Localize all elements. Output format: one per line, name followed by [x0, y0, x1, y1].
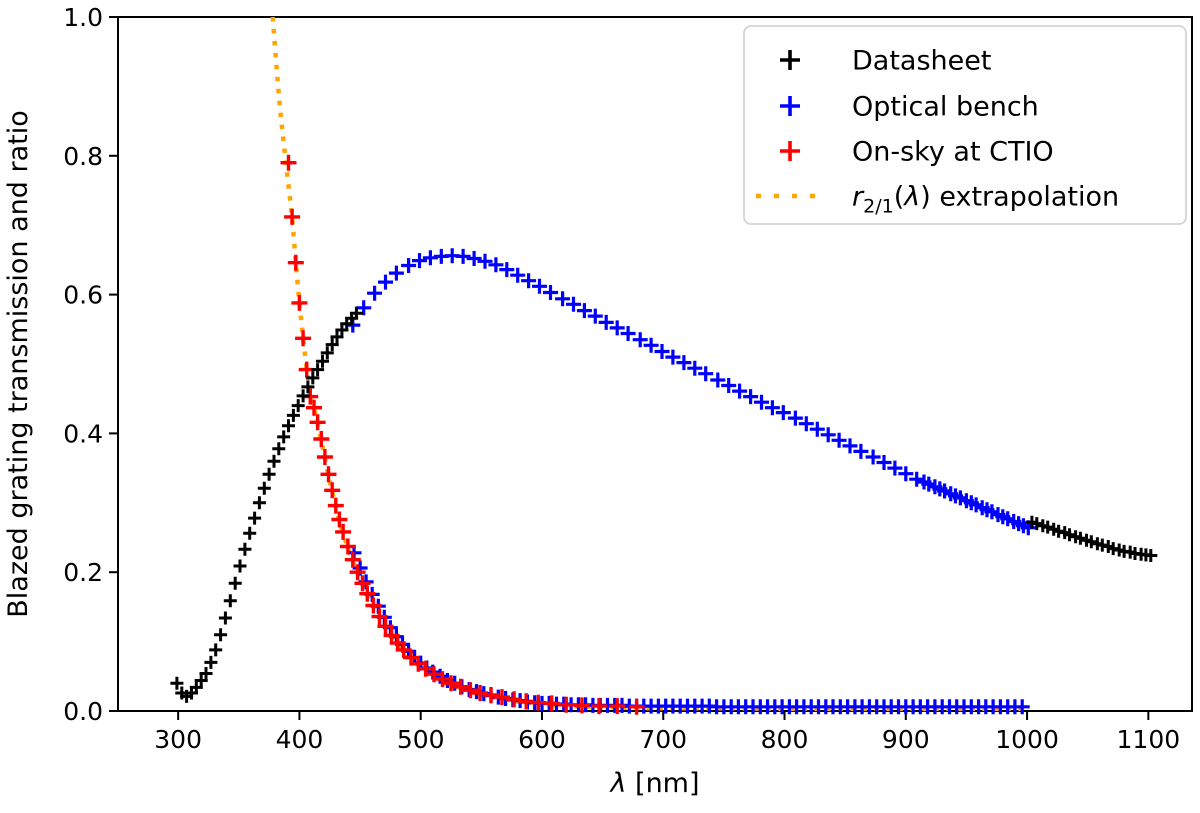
series-on-sky-at-ctio [280, 154, 645, 715]
legend-label: Datasheet [852, 46, 991, 77]
legend-box [743, 25, 1187, 225]
y-axis: 0.0 0.2 0.4 0.6 0.8 1.0 [63, 3, 118, 726]
x-tick-label: 800 [761, 725, 809, 754]
legend-label: On-sky at CTIO [852, 137, 1054, 168]
x-tick-label: 500 [397, 725, 445, 754]
x-tick-label: 1100 [1117, 725, 1181, 754]
legend-label: Optical bench [852, 92, 1039, 123]
plus-markers [280, 154, 645, 715]
legend-plus-marker-icon [780, 96, 800, 116]
y-tick-label: 0.4 [63, 419, 103, 448]
legend-plus-marker-icon [780, 141, 800, 161]
legend-plus-marker-icon [780, 50, 800, 70]
x-tick-label: 900 [882, 725, 930, 754]
plus-markers [170, 306, 1158, 703]
y-tick-label: 0.0 [63, 697, 103, 726]
x-tick-label: 600 [518, 725, 566, 754]
y-tick-label: 0.2 [63, 558, 103, 587]
x-tick-label: 700 [639, 725, 687, 754]
legend-label: r2/1(λ) extrapolation [852, 182, 1119, 218]
y-axis-label: Blazed grating transmission and ratio [3, 110, 34, 617]
y-tick-label: 0.8 [63, 142, 103, 171]
x-tick-label: 300 [154, 725, 202, 754]
legend: Datasheet Optical bench On-sky at CTIO r2/1… [743, 25, 1187, 225]
x-axis-label: λ [nm] [608, 768, 699, 799]
series-datasheet [170, 306, 1158, 703]
y-tick-label: 0.6 [63, 281, 103, 310]
x-tick-label: 400 [276, 725, 324, 754]
x-tick-label: 1000 [995, 725, 1059, 754]
x-axis: 300 400 500 600 700 800 900 1000 1100 [154, 711, 1180, 754]
y-tick-label: 1.0 [63, 3, 103, 32]
